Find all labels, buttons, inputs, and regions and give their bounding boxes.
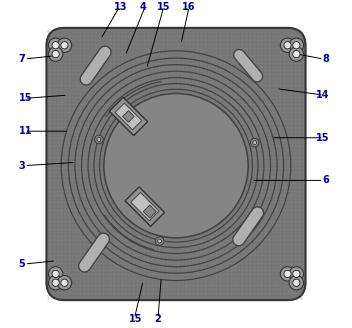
Circle shape bbox=[158, 239, 162, 243]
Circle shape bbox=[289, 276, 303, 290]
Circle shape bbox=[49, 276, 63, 290]
Circle shape bbox=[293, 279, 300, 286]
Text: 2: 2 bbox=[155, 314, 161, 324]
Circle shape bbox=[49, 38, 63, 52]
Text: 3: 3 bbox=[19, 161, 25, 171]
Circle shape bbox=[97, 137, 101, 141]
Circle shape bbox=[289, 267, 303, 281]
Polygon shape bbox=[122, 111, 134, 122]
Circle shape bbox=[61, 42, 68, 49]
Polygon shape bbox=[109, 97, 147, 135]
Text: 7: 7 bbox=[19, 54, 25, 64]
Circle shape bbox=[253, 141, 257, 145]
Circle shape bbox=[284, 270, 291, 277]
Polygon shape bbox=[131, 193, 159, 221]
Circle shape bbox=[57, 38, 72, 52]
Text: 8: 8 bbox=[323, 54, 329, 64]
Circle shape bbox=[293, 51, 300, 58]
Circle shape bbox=[280, 38, 295, 52]
Circle shape bbox=[293, 42, 300, 49]
Circle shape bbox=[251, 138, 259, 147]
Circle shape bbox=[61, 279, 68, 286]
Circle shape bbox=[95, 135, 103, 144]
Polygon shape bbox=[115, 103, 142, 130]
Circle shape bbox=[52, 270, 59, 277]
Circle shape bbox=[280, 267, 295, 281]
Text: 6: 6 bbox=[323, 175, 329, 185]
Circle shape bbox=[289, 38, 303, 52]
Circle shape bbox=[293, 270, 300, 277]
Circle shape bbox=[52, 279, 59, 286]
Circle shape bbox=[49, 267, 63, 281]
Circle shape bbox=[49, 47, 63, 61]
Polygon shape bbox=[143, 205, 156, 218]
Text: 15: 15 bbox=[157, 2, 171, 11]
Text: 15: 15 bbox=[19, 93, 32, 103]
Text: 15: 15 bbox=[128, 314, 142, 324]
Circle shape bbox=[104, 93, 248, 238]
Text: 5: 5 bbox=[19, 259, 25, 269]
Circle shape bbox=[289, 47, 303, 61]
Circle shape bbox=[57, 276, 72, 290]
Circle shape bbox=[52, 42, 59, 49]
Text: 4: 4 bbox=[139, 2, 146, 11]
Circle shape bbox=[284, 42, 291, 49]
Text: 16: 16 bbox=[182, 2, 196, 11]
Text: 11: 11 bbox=[19, 126, 32, 136]
FancyBboxPatch shape bbox=[46, 28, 306, 300]
Polygon shape bbox=[125, 187, 164, 226]
Text: 13: 13 bbox=[114, 2, 127, 11]
Circle shape bbox=[155, 237, 164, 245]
Circle shape bbox=[52, 51, 59, 58]
Text: 14: 14 bbox=[316, 90, 329, 100]
Text: 15: 15 bbox=[316, 133, 329, 143]
